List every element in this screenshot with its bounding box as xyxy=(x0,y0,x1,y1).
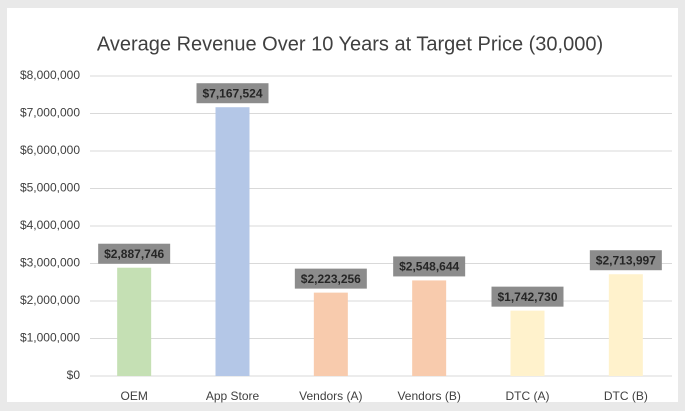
data-label: $2,223,256 xyxy=(301,272,361,286)
bar xyxy=(412,280,447,376)
data-label: $2,713,997 xyxy=(596,253,656,267)
x-tick-label: DTC (B) xyxy=(604,389,648,403)
y-tick-label: $8,000,000 xyxy=(20,68,80,82)
bar xyxy=(608,274,643,376)
data-label-box xyxy=(393,256,466,277)
bar xyxy=(215,107,250,377)
data-label: $2,548,644 xyxy=(399,260,459,274)
y-tick-label: $3,000,000 xyxy=(20,256,80,270)
data-label: $7,167,524 xyxy=(202,86,262,100)
data-label: $1,742,730 xyxy=(497,290,557,304)
bar xyxy=(117,267,152,376)
bar xyxy=(510,310,545,376)
y-tick-label: $0 xyxy=(67,368,81,382)
data-label-box xyxy=(196,83,269,104)
x-tick-label: Vendors (B) xyxy=(397,389,460,403)
data-label-box xyxy=(491,286,564,307)
y-tick-label: $4,000,000 xyxy=(20,218,80,232)
y-tick-label: $5,000,000 xyxy=(20,181,80,195)
data-label-box xyxy=(294,268,367,289)
data-label-box xyxy=(98,243,171,264)
x-tick-label: App Store xyxy=(206,389,260,403)
x-tick-label: DTC (A) xyxy=(506,389,550,403)
chart-title: Average Revenue Over 10 Years at Target … xyxy=(97,33,603,55)
y-tick-label: $7,000,000 xyxy=(20,106,80,120)
y-tick-label: $6,000,000 xyxy=(20,143,80,157)
y-tick-label: $1,000,000 xyxy=(20,331,80,345)
x-tick-label: Vendors (A) xyxy=(299,389,362,403)
bar xyxy=(313,292,348,376)
x-tick-label: OEM xyxy=(120,389,147,403)
data-label: $2,887,746 xyxy=(104,247,164,261)
y-tick-label: $2,000,000 xyxy=(20,293,80,307)
data-label-box xyxy=(589,250,662,271)
